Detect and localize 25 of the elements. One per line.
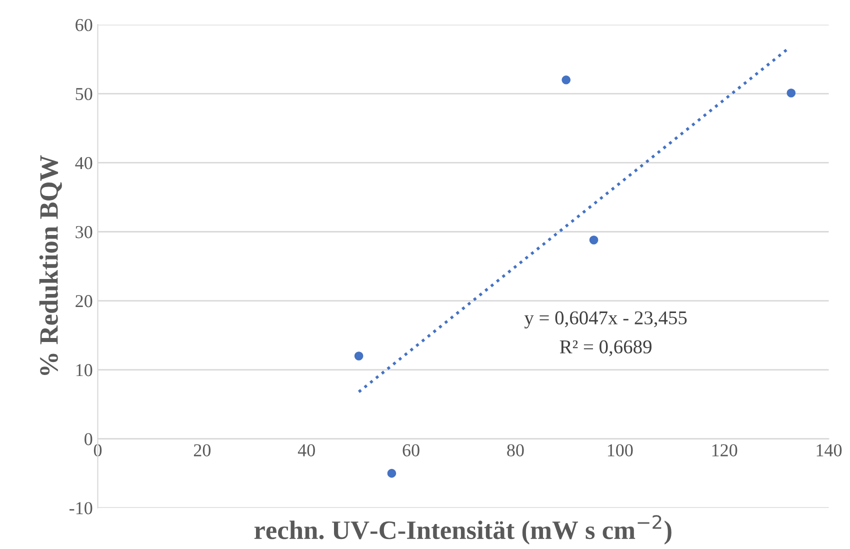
- y-axis-title: % Reduktion BQW: [39, 155, 62, 375]
- point: [589, 236, 598, 244]
- y-tick-label: 60: [76, 18, 92, 32]
- x-tick-label: 40: [298, 444, 315, 456]
- point: [786, 88, 796, 98]
- x-tick-label: 100: [608, 444, 633, 456]
- y-tick-label: 0: [84, 433, 92, 446]
- x-axis-title: rechn. UV-C-Intensität (mW s cm$^{−2}$): [254, 515, 672, 545]
- x-tick-label: 120: [712, 444, 738, 456]
- annotation: R² = 0,6689: [560, 340, 652, 356]
- point: [387, 468, 396, 478]
- y-tick-label: 30: [76, 226, 92, 238]
- y-tick-label: 40: [75, 156, 92, 170]
- x-tick-label: 0: [94, 444, 102, 456]
- y-tick-label: 20: [76, 295, 92, 308]
- y-tick-label: -10: [69, 502, 92, 514]
- y-tick-label: 50: [76, 88, 92, 100]
- point: [354, 352, 364, 360]
- annotation: y = 0,6047x - 23,455: [524, 311, 687, 328]
- point: [562, 76, 571, 84]
- x-tick-label: 60: [402, 444, 420, 456]
- x-tick-label: 140: [816, 444, 842, 456]
- x-tick-label: 20: [194, 444, 211, 456]
- x-tick-label: 80: [507, 444, 524, 456]
- y-tick-label: 10: [76, 364, 92, 376]
